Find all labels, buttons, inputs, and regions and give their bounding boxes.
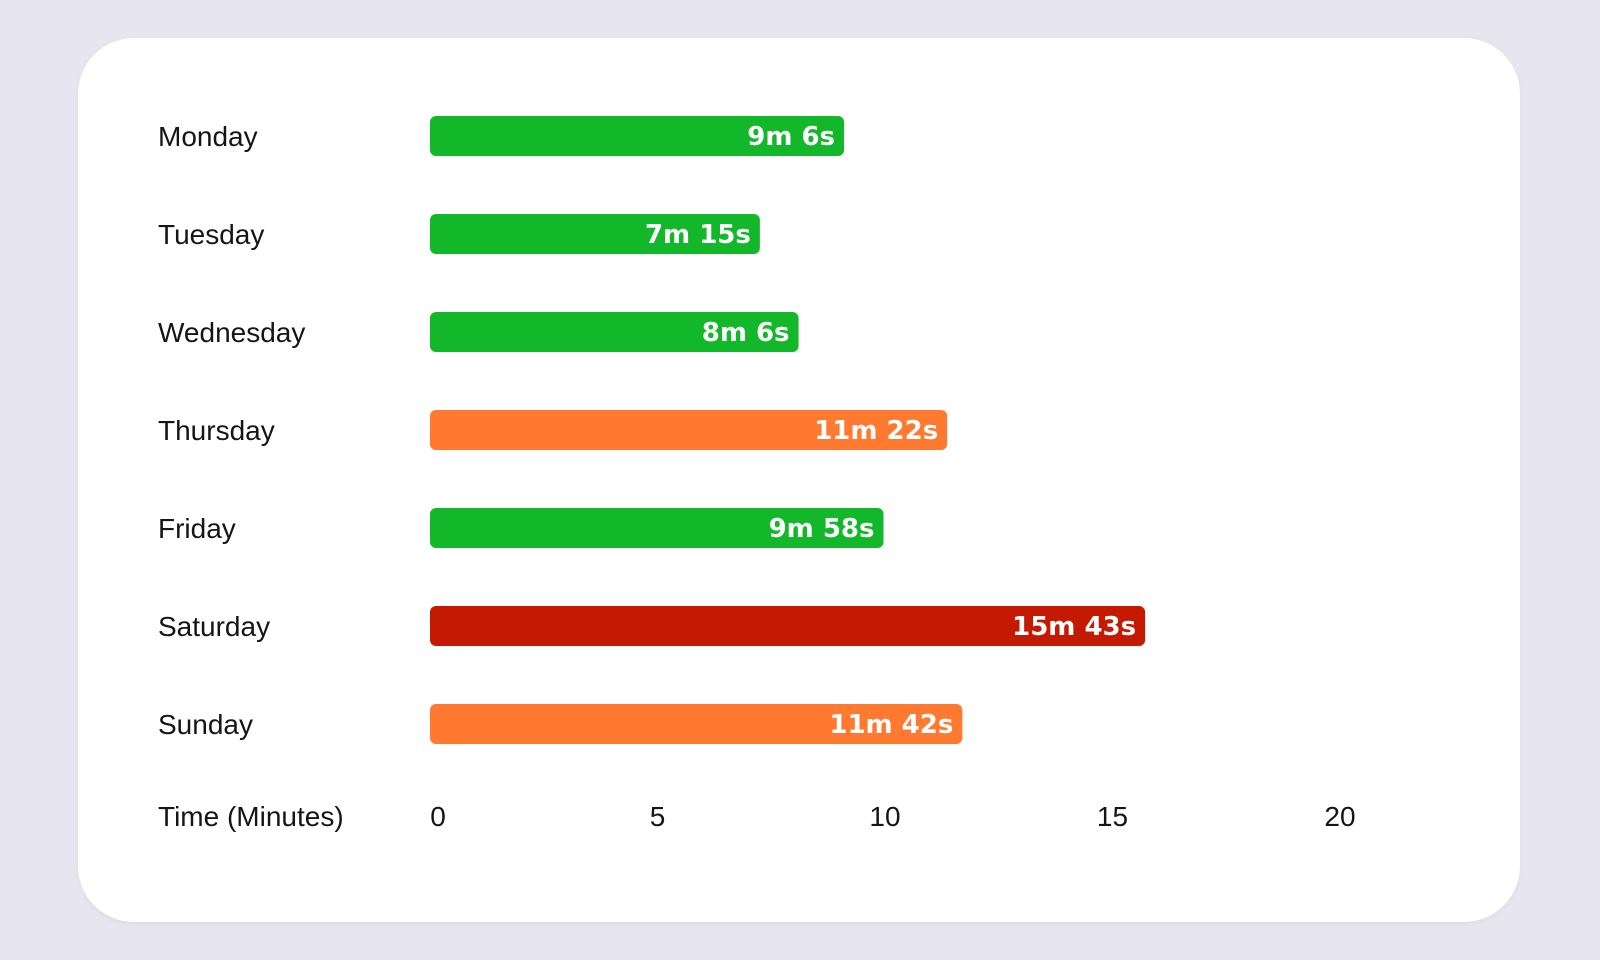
bar-row: Saturday 15m 43s: [158, 606, 1146, 646]
bar-data-label: 9m 58s: [769, 514, 875, 544]
x-tick-label: 0: [430, 801, 446, 832]
chart-card: Monday 9m 6s Tuesday 7m 15s Wednesday 8m 6s Th…: [78, 38, 1520, 922]
bar-data-label: 7m 15s: [645, 220, 751, 250]
x-tick-label: 5: [650, 801, 666, 832]
bar-row: Thursday 11m 22s: [158, 410, 948, 450]
bar-data-label: 11m 22s: [814, 416, 938, 446]
bar-data-label: 9m 6s: [747, 122, 835, 152]
bar: [430, 214, 760, 254]
bar: [430, 312, 799, 352]
bar-data-label: 8m 6s: [702, 318, 790, 348]
bar-row: Sunday 11m 42s: [158, 704, 963, 744]
bar: [430, 606, 1146, 646]
bar-data-label: 11m 42s: [829, 710, 953, 740]
category-label: Tuesday: [158, 219, 264, 250]
bar: [430, 410, 948, 450]
category-label: Thursday: [158, 415, 275, 446]
x-tick-label: 15: [1097, 801, 1128, 832]
x-axis-title: Time (Minutes): [158, 801, 344, 832]
bar-row: Tuesday 7m 15s: [158, 214, 760, 254]
x-tick-label: 20: [1324, 801, 1355, 832]
category-label: Friday: [158, 513, 236, 544]
bar-row: Friday 9m 58s: [158, 508, 884, 548]
bar: [430, 116, 845, 156]
bar: [430, 704, 963, 744]
bar-row: Wednesday 8m 6s: [158, 312, 799, 352]
bar-data-label: 15m 43s: [1012, 612, 1136, 642]
category-label: Saturday: [158, 611, 270, 642]
bar-row: Monday 9m 6s: [158, 116, 845, 156]
category-label: Monday: [158, 121, 258, 152]
bar: [430, 508, 884, 548]
category-label: Wednesday: [158, 317, 305, 348]
category-label: Sunday: [158, 709, 253, 740]
x-tick-label: 10: [869, 801, 900, 832]
bar-chart: Monday 9m 6s Tuesday 7m 15s Wednesday 8m 6s Th…: [158, 116, 1356, 832]
